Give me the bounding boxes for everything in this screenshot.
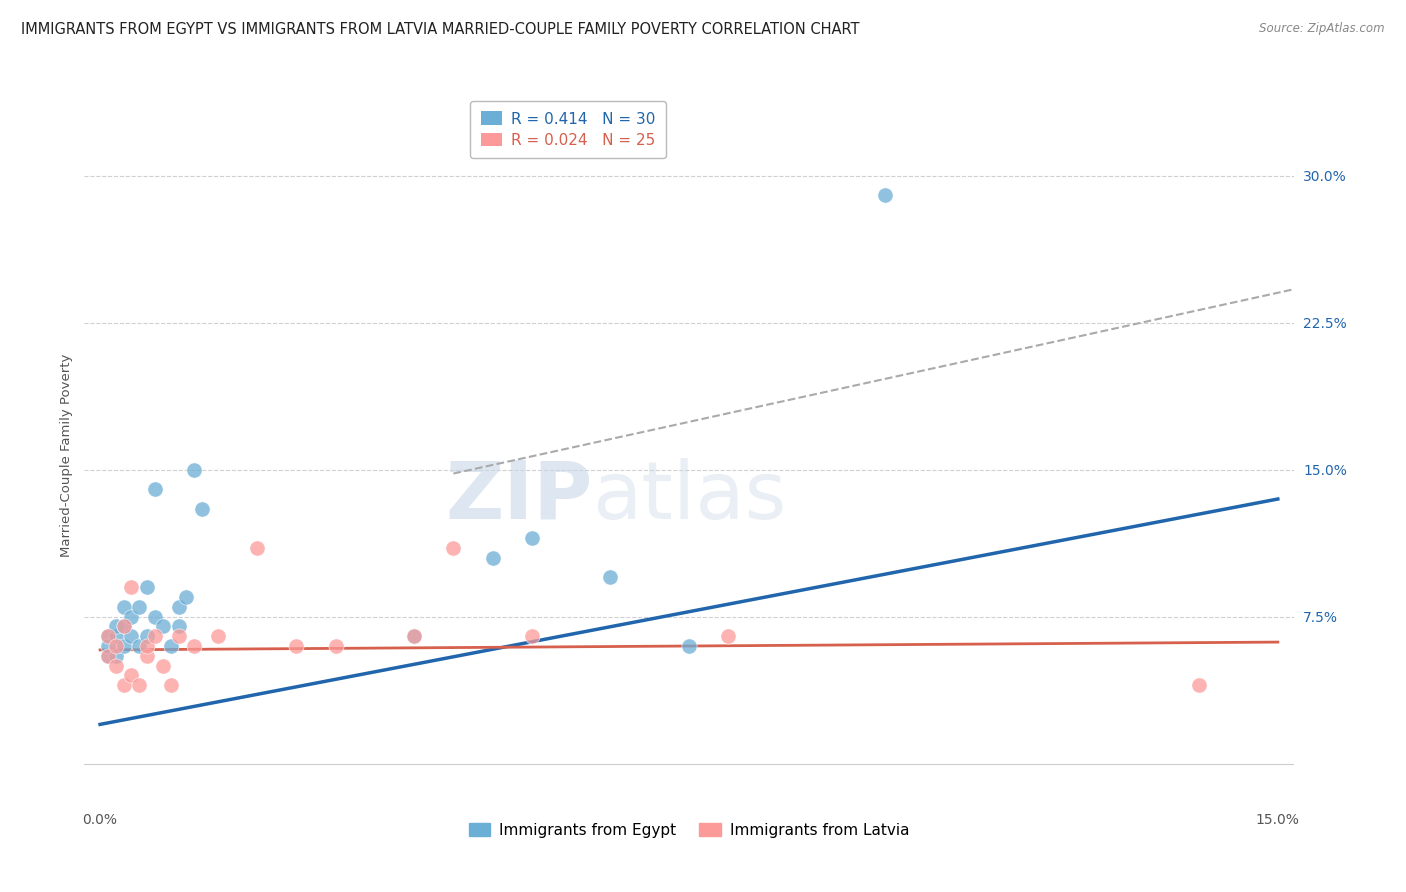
Text: atlas: atlas <box>592 458 786 536</box>
Text: ZIP: ZIP <box>444 458 592 536</box>
Point <box>143 629 166 643</box>
Point <box>678 639 700 653</box>
Y-axis label: Married-Couple Family Poverty: Married-Couple Family Poverty <box>60 353 73 557</box>
Point <box>191 501 214 516</box>
Point <box>104 648 127 663</box>
Point <box>143 482 166 496</box>
Point <box>104 619 127 633</box>
Point <box>520 629 543 643</box>
Point <box>121 668 143 682</box>
Point <box>167 619 190 633</box>
Point <box>441 541 464 555</box>
Point <box>167 629 190 643</box>
Point <box>136 648 159 663</box>
Point <box>136 580 159 594</box>
Point <box>97 639 120 653</box>
Point <box>136 639 159 653</box>
Point <box>246 541 269 555</box>
Point <box>599 570 621 584</box>
Point <box>875 188 897 202</box>
Point <box>121 609 143 624</box>
Point <box>136 629 159 643</box>
Point <box>1188 678 1211 692</box>
Point <box>404 629 426 643</box>
Point <box>481 550 503 565</box>
Point <box>159 639 181 653</box>
Point <box>97 648 120 663</box>
Legend: Immigrants from Egypt, Immigrants from Latvia: Immigrants from Egypt, Immigrants from L… <box>463 816 915 844</box>
Point <box>717 629 740 643</box>
Point <box>176 590 198 604</box>
Point <box>404 629 426 643</box>
Point <box>159 678 181 692</box>
Point <box>97 629 120 643</box>
Point <box>112 619 135 633</box>
Point <box>152 619 174 633</box>
Point <box>128 639 150 653</box>
Point <box>128 678 150 692</box>
Text: IMMIGRANTS FROM EGYPT VS IMMIGRANTS FROM LATVIA MARRIED-COUPLE FAMILY POVERTY CO: IMMIGRANTS FROM EGYPT VS IMMIGRANTS FROM… <box>21 22 859 37</box>
Point <box>104 639 127 653</box>
Point <box>97 629 120 643</box>
Point <box>121 580 143 594</box>
Point <box>285 639 308 653</box>
Point <box>128 599 150 614</box>
Point <box>183 462 205 476</box>
Point <box>207 629 229 643</box>
Point <box>520 531 543 545</box>
Point <box>97 648 120 663</box>
Point <box>104 629 127 643</box>
Point <box>112 678 135 692</box>
Point <box>152 658 174 673</box>
Text: Source: ZipAtlas.com: Source: ZipAtlas.com <box>1260 22 1385 36</box>
Point <box>112 599 135 614</box>
Point <box>104 658 127 673</box>
Point <box>112 619 135 633</box>
Point <box>121 629 143 643</box>
Point <box>112 639 135 653</box>
Point <box>183 639 205 653</box>
Point <box>143 609 166 624</box>
Point <box>325 639 347 653</box>
Point <box>167 599 190 614</box>
